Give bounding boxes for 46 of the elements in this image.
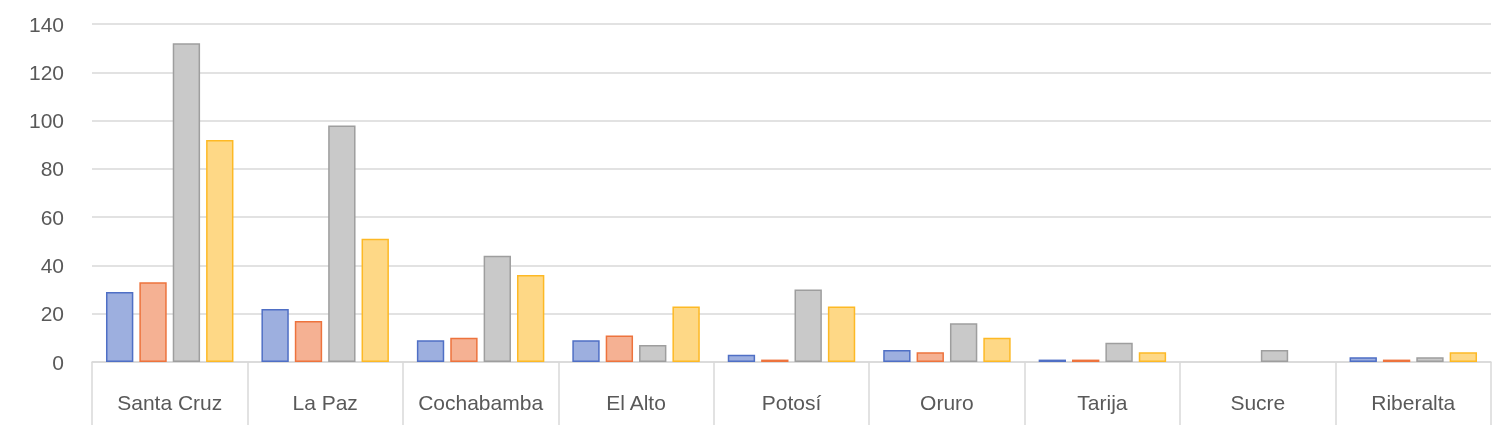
x-tick-label: Oruro — [920, 391, 974, 414]
bar — [450, 337, 478, 362]
bar — [483, 255, 511, 362]
bar — [983, 337, 1011, 362]
bar — [916, 352, 944, 362]
x-tick-label: Riberalta — [1371, 391, 1456, 414]
y-tick-label: 60 — [40, 205, 64, 229]
bar — [794, 289, 822, 362]
bar — [328, 125, 356, 362]
bar — [1260, 349, 1289, 362]
bar — [172, 43, 201, 362]
bar — [105, 291, 134, 362]
y-tick-label: 140 — [28, 12, 64, 36]
bar — [949, 323, 978, 362]
bar — [572, 340, 600, 362]
bar — [605, 335, 634, 362]
bar — [672, 306, 700, 362]
bar — [416, 340, 445, 362]
bar — [516, 275, 545, 362]
x-tick-label: Cochabamba — [418, 391, 544, 414]
x-tick-label: El Alto — [606, 391, 666, 414]
x-tick-label: Potosí — [761, 391, 822, 414]
bar — [1349, 357, 1377, 362]
bar — [883, 349, 911, 362]
bar — [261, 308, 289, 362]
bar — [206, 139, 234, 362]
bar — [1138, 352, 1167, 362]
y-tick-label: 80 — [40, 157, 64, 181]
x-tick-label: Tarija — [1077, 391, 1128, 414]
bar — [639, 345, 667, 362]
bar — [1449, 352, 1478, 362]
bar — [1105, 342, 1133, 362]
y-tick-label: 20 — [40, 302, 64, 326]
bar — [294, 320, 323, 362]
y-tick-label: 100 — [28, 109, 64, 133]
bar — [361, 238, 389, 362]
y-tick-label: 0 — [52, 350, 64, 374]
bar — [827, 306, 856, 362]
bar — [727, 354, 756, 362]
bar — [1416, 357, 1444, 362]
y-tick-label: 120 — [28, 60, 64, 84]
x-tick-label: Santa Cruz — [117, 391, 223, 414]
x-tick-label: Sucre — [1230, 391, 1286, 414]
x-tick-label: La Paz — [292, 391, 358, 414]
y-tick-label: 40 — [40, 253, 64, 277]
bar — [139, 282, 167, 362]
